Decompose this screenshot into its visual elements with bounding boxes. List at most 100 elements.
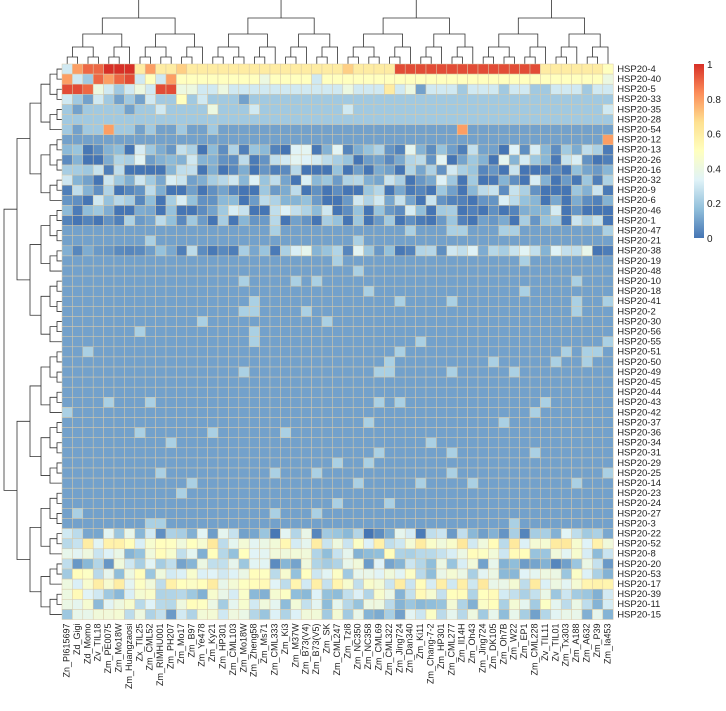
heatmap-cell	[404, 386, 416, 398]
heatmap-cell	[560, 386, 572, 398]
heatmap-cell	[290, 225, 302, 236]
heatmap-cell	[560, 114, 572, 125]
row-label: HSP20-20	[617, 559, 661, 570]
heatmap-cell	[290, 63, 302, 75]
heatmap-cell	[165, 275, 177, 287]
heatmap-cell	[592, 114, 604, 125]
heatmap-cell	[165, 609, 177, 620]
heatmap-cell	[207, 487, 219, 499]
heatmap-cell	[373, 356, 385, 368]
heatmap-cell	[394, 73, 406, 85]
heatmap-cell	[61, 225, 73, 236]
heatmap-cell	[602, 326, 614, 337]
heatmap-cell	[186, 447, 198, 459]
heatmap-cell	[436, 609, 448, 620]
dendrogram-branch	[217, 46, 240, 57]
heatmap-cell	[404, 205, 416, 216]
heatmap-cell	[477, 397, 489, 408]
heatmap-cell	[217, 528, 229, 539]
heatmap-cell	[550, 134, 562, 146]
heatmap-cell	[488, 508, 500, 519]
heatmap-cell	[581, 376, 593, 388]
heatmap-cell	[384, 63, 396, 75]
heatmap-cell	[300, 225, 312, 236]
heatmap-cell	[467, 417, 479, 428]
heatmap-cell	[446, 528, 458, 539]
heatmap-cell	[269, 518, 281, 529]
heatmap-cell	[404, 63, 416, 75]
heatmap-cell	[103, 356, 115, 368]
heatmap-cell	[92, 174, 104, 186]
heatmap-cell	[165, 83, 177, 95]
heatmap-cell	[560, 457, 572, 469]
heatmap-cell	[269, 255, 281, 267]
heatmap-cell	[467, 184, 479, 196]
heatmap-cell	[540, 336, 552, 348]
heatmap-cell	[602, 447, 614, 459]
heatmap-cell	[467, 174, 479, 186]
heatmap-cell	[176, 255, 188, 267]
heatmap-cell	[176, 336, 188, 348]
column-label: Zm_M37W	[290, 623, 300, 668]
heatmap-cell	[92, 386, 104, 398]
heatmap-cell	[560, 538, 572, 550]
heatmap-cell	[571, 73, 583, 85]
heatmap-cell	[425, 376, 437, 388]
heatmap-cell	[248, 508, 260, 519]
heatmap-cell	[581, 417, 593, 428]
heatmap-cell	[342, 205, 354, 216]
heatmap-cell	[61, 94, 73, 105]
heatmap-cell	[72, 265, 84, 277]
heatmap-cell	[186, 134, 198, 146]
heatmap-cell	[92, 306, 104, 317]
heatmap-cell	[165, 558, 177, 570]
heatmap-cell	[602, 558, 614, 570]
heatmap-cell	[61, 285, 73, 297]
heatmap-cell	[321, 63, 333, 75]
heatmap-cell	[436, 437, 448, 449]
heatmap-cell	[384, 356, 396, 368]
heatmap-cell	[550, 568, 562, 580]
heatmap-cell	[82, 538, 94, 550]
heatmap-cell	[176, 124, 188, 135]
heatmap-cell	[186, 144, 198, 156]
heatmap-cell	[477, 265, 489, 277]
heatmap-cell	[311, 407, 323, 418]
heatmap-cell	[165, 306, 177, 317]
heatmap-cell	[508, 386, 520, 398]
heatmap-cell	[373, 306, 385, 317]
heatmap-cell	[581, 558, 593, 570]
dendrogram-branch	[108, 56, 120, 64]
heatmap-cell	[280, 285, 292, 297]
heatmap-cell	[134, 397, 146, 408]
heatmap-cell	[238, 417, 250, 428]
heatmap-cell	[425, 508, 437, 519]
heatmap-cell	[217, 346, 229, 358]
heatmap-cell	[550, 508, 562, 519]
heatmap-cell	[196, 397, 208, 408]
heatmap-cell	[165, 568, 177, 580]
heatmap-cell	[155, 548, 167, 560]
heatmap-cell	[394, 477, 406, 489]
heatmap-cell	[342, 558, 354, 570]
heatmap-cell	[124, 386, 136, 398]
heatmap-cell	[311, 376, 323, 388]
heatmap-cell	[467, 427, 479, 438]
heatmap-cell	[519, 599, 531, 610]
heatmap-cell	[373, 437, 385, 449]
heatmap-cell	[498, 397, 510, 408]
heatmap-cell	[498, 114, 510, 125]
heatmap-cell	[259, 83, 271, 95]
heatmap-cell	[300, 114, 312, 125]
heatmap-cell	[363, 215, 375, 226]
heatmap-cell	[113, 225, 125, 236]
heatmap-cell	[550, 296, 562, 307]
heatmap-cell	[207, 376, 219, 388]
heatmap-cell	[404, 366, 416, 378]
heatmap-cell	[592, 336, 604, 348]
heatmap-cell	[352, 164, 364, 176]
heatmap-cell	[134, 316, 146, 327]
heatmap-cell	[92, 599, 104, 610]
heatmap-cell	[342, 538, 354, 550]
heatmap-cell	[540, 265, 552, 277]
